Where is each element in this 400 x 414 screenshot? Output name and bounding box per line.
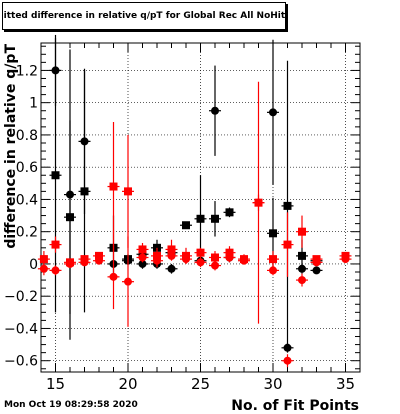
data-point-square (51, 240, 60, 249)
data-point-circle (196, 258, 205, 267)
y-tick-label: 0.4 (16, 192, 38, 208)
data-point-square (211, 253, 219, 262)
data-point-circle (66, 259, 74, 268)
data-point-square (283, 201, 292, 210)
data-point-circle (312, 266, 321, 275)
chart-title-box: Fitted difference in relative q/pT for G… (2, 2, 286, 30)
data-point-square (211, 214, 219, 223)
x-axis-label: No. of Fit Points (231, 398, 359, 414)
data-point-circle (109, 272, 118, 281)
x-tick-label: 15 (46, 375, 65, 393)
data-point-circle (298, 264, 306, 273)
y-tick-label: −0.4 (4, 321, 38, 337)
data-point-circle (51, 266, 60, 275)
data-point-circle (124, 277, 132, 286)
data-point-square (225, 208, 234, 217)
data-point-square (138, 245, 147, 254)
y-tick-label: 0 (29, 257, 38, 273)
data-point-square (51, 171, 60, 180)
data-point-square (182, 221, 190, 230)
data-point-circle (167, 264, 176, 273)
data-point-circle (240, 256, 248, 265)
data-point-circle (269, 266, 277, 275)
y-tick-label: −0.6 (4, 354, 38, 370)
x-tick-label: 20 (118, 375, 137, 393)
y-tick-label: 1.2 (16, 63, 38, 79)
data-point-circle (269, 108, 277, 117)
timestamp-text: Mon Oct 19 08:29:58 2020 (4, 400, 138, 410)
data-point-square (109, 182, 118, 191)
data-point-circle (138, 259, 147, 268)
data-point-circle (211, 106, 219, 115)
data-point-circle (211, 261, 219, 270)
x-tick-label: 30 (263, 375, 282, 393)
data-point-square (95, 251, 103, 260)
y-tick-label: −0.2 (4, 289, 38, 305)
data-point-circle (80, 137, 89, 146)
data-point-square (196, 214, 205, 223)
data-point-circle (341, 255, 350, 264)
data-point-square (269, 229, 277, 238)
data-point-square (124, 187, 132, 196)
data-point-circle (138, 253, 147, 262)
data-point-circle (95, 256, 103, 265)
data-point-square (39, 255, 48, 264)
data-point-square (167, 245, 176, 254)
data-point-circle (182, 255, 190, 264)
data-point-circle (312, 258, 321, 267)
y-axis-label: difference in relative q/pT (3, 44, 19, 249)
y-tick-label: 0.6 (16, 160, 38, 176)
data-point-circle (254, 198, 263, 207)
x-tick-label: 35 (336, 375, 355, 393)
y-tick-label: 0.8 (16, 128, 38, 144)
y-tick-label: 0.2 (16, 225, 38, 241)
data-point-square (269, 255, 277, 264)
data-point-square (196, 248, 205, 257)
x-tick-label: 25 (191, 375, 210, 393)
series-3 (37, 194, 352, 368)
data-point-square (298, 251, 306, 260)
data-point-circle (66, 190, 74, 199)
y-tick-label: 1 (29, 96, 38, 112)
data-point-circle (80, 258, 89, 267)
data-point-circle (283, 356, 292, 365)
data-point-circle (39, 264, 48, 273)
data-point-circle (225, 253, 234, 262)
data-point-circle (153, 256, 161, 265)
data-point-square (283, 240, 292, 249)
tick-labels: 15 20 25 30 35 −0.6 −0.4 −0.2 0 0.2 0.4 0.6 0.8 1 1.2 (4, 63, 355, 393)
data-point-circle (283, 343, 292, 352)
data-point-circle (167, 251, 176, 260)
data-point-circle (51, 66, 60, 75)
chart-title: Fitted difference in relative q/pT for G… (2, 11, 286, 21)
data-point-circle (298, 276, 306, 285)
data-point-square (298, 227, 306, 236)
